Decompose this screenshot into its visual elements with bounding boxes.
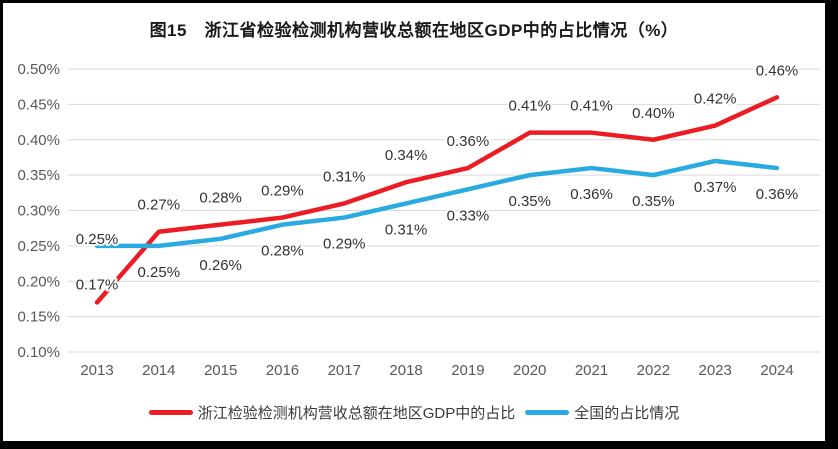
y-tick-label: 0.30%	[17, 203, 60, 220]
x-tick-label: 2022	[637, 362, 670, 379]
y-tick-label: 0.40%	[17, 132, 60, 149]
data-label: 0.36%	[756, 186, 799, 203]
x-tick-label: 2015	[204, 362, 237, 379]
data-label: 0.17%	[76, 276, 119, 293]
x-tick-label: 2019	[451, 362, 484, 379]
data-label: 0.25%	[138, 264, 181, 281]
data-label: 0.41%	[570, 98, 613, 115]
data-label: 0.36%	[447, 133, 490, 150]
data-label: 0.46%	[756, 62, 799, 79]
y-tick-label: 0.20%	[17, 273, 60, 290]
data-label: 0.41%	[508, 98, 551, 115]
chart-legend: 浙江检验检测机构营收总额在地区GDP中的占比 全国的占比情况	[3, 402, 825, 423]
data-label: 0.42%	[694, 91, 737, 108]
data-label: 0.25%	[76, 231, 119, 248]
data-label: 0.36%	[570, 186, 613, 203]
x-tick-label: 2016	[266, 362, 299, 379]
legend-label-national: 全国的占比情况	[574, 405, 680, 422]
data-label: 0.27%	[138, 197, 181, 214]
data-label: 0.29%	[261, 183, 304, 200]
x-tick-label: 2020	[513, 362, 546, 379]
chart-title: 图15 浙江省检验检测机构营收总额在地区GDP中的占比情况（%）	[149, 21, 679, 40]
legend-swatch-national-blue-line	[525, 410, 570, 415]
y-tick-label: 0.25%	[17, 238, 60, 255]
legend-label-zhejiang: 浙江检验检测机构营收总额在地区GDP中的占比	[197, 405, 516, 422]
series-line-national	[94, 158, 780, 249]
series-line-zhejiang	[94, 95, 780, 305]
data-label: 0.28%	[199, 190, 242, 207]
x-tick-label: 2021	[575, 362, 608, 379]
x-tick-label: 2014	[142, 362, 175, 379]
legend-swatch-zhejiang-red-line	[148, 410, 193, 415]
x-tick-label: 2023	[698, 362, 731, 379]
y-tick-label: 0.45%	[17, 96, 60, 113]
data-label: 0.28%	[261, 243, 304, 260]
data-label: 0.31%	[323, 168, 366, 185]
line-chart-plot-area: 0.10% 0.15% 0.20% 0.25% 0.30% 0.35% 0.40% 0.45%…	[17, 60, 820, 379]
legend-item-zhejiang: 浙江检验检测机构营收总额在地区GDP中的占比	[148, 402, 516, 423]
x-tick-label: 2018	[389, 362, 422, 379]
y-tick-label: 0.10%	[17, 344, 60, 361]
data-label: 0.29%	[323, 236, 366, 253]
legend-item-national: 全国的占比情况	[525, 402, 679, 423]
x-tick-label: 2024	[760, 362, 793, 379]
data-label: 0.35%	[508, 193, 551, 210]
data-label: 0.40%	[632, 105, 675, 122]
data-label: 0.33%	[447, 207, 490, 224]
y-tick-label: 0.15%	[17, 309, 60, 326]
y-tick-label: 0.35%	[17, 167, 60, 184]
data-label: 0.34%	[385, 147, 428, 164]
data-label: 0.37%	[694, 179, 737, 196]
x-tick-label: 2013	[80, 362, 113, 379]
y-tick-label: 0.50%	[17, 61, 60, 78]
data-label: 0.26%	[199, 257, 242, 274]
data-label: 0.31%	[385, 221, 428, 238]
figure-canvas: 图15 浙江省检验检测机构营收总额在地区GDP中的占比情况（%） 0.10% 0.…	[3, 3, 825, 441]
data-label: 0.35%	[632, 193, 675, 210]
x-tick-label: 2017	[328, 362, 361, 379]
